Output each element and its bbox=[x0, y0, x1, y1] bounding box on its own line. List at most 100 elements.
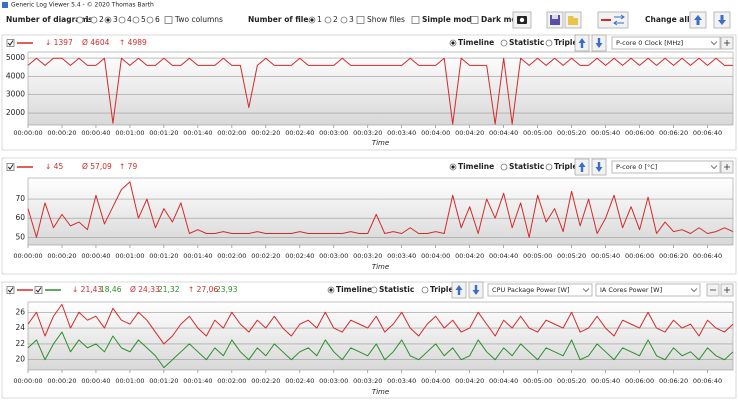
plus-icon bbox=[724, 164, 730, 170]
radio-button[interactable] bbox=[324, 16, 332, 24]
checkbox[interactable] bbox=[470, 16, 479, 24]
radio-button[interactable] bbox=[500, 39, 508, 47]
radio-button[interactable] bbox=[118, 16, 126, 24]
checkbox[interactable] bbox=[411, 16, 420, 24]
view-option: Triple bbox=[554, 162, 578, 171]
x-tick-label: 00:03:00 bbox=[319, 377, 348, 385]
plot-area bbox=[27, 177, 734, 246]
x-tick-label: 00:01:20 bbox=[149, 377, 178, 385]
series-stat: 18,46 bbox=[100, 285, 122, 294]
y-tick-label: 50 bbox=[15, 232, 25, 241]
file-option: 3 bbox=[349, 15, 354, 24]
file-option: 1 bbox=[317, 15, 322, 24]
x-tick-label: 00:01:20 bbox=[149, 252, 178, 260]
y-tick-label: 2000 bbox=[6, 108, 25, 117]
check-mark bbox=[35, 287, 42, 293]
view-option: Timeline bbox=[458, 162, 494, 171]
radio-button[interactable] bbox=[132, 16, 140, 24]
checkbox[interactable] bbox=[6, 286, 15, 294]
x-tick-label: 00:00:00 bbox=[13, 377, 42, 385]
x-tick-label: 00:01:20 bbox=[149, 129, 178, 137]
channel-select[interactable] bbox=[611, 36, 721, 50]
x-tick-label: 00:04:40 bbox=[489, 377, 518, 385]
view-option: Timeline bbox=[336, 285, 372, 294]
color-button[interactable] bbox=[597, 11, 629, 29]
series-line bbox=[27, 181, 734, 238]
x-tick-label: 00:01:00 bbox=[115, 377, 144, 385]
x-tick-label: 00:03:20 bbox=[353, 377, 382, 385]
radio-button[interactable] bbox=[90, 16, 98, 24]
up-arrow bbox=[578, 162, 586, 172]
x-tick-label: 00:00:40 bbox=[81, 377, 110, 385]
save-label bbox=[552, 15, 558, 19]
folder-icon bbox=[568, 16, 578, 25]
x-tick-label: 00:04:20 bbox=[455, 377, 484, 385]
radio-dot bbox=[329, 288, 333, 292]
x-tick-label: 00:01:40 bbox=[183, 377, 212, 385]
app-title: Generic Log Viewer 5.4 - © 2020 Thomas B… bbox=[11, 2, 154, 9]
x-tick-label: 00:04:20 bbox=[455, 252, 484, 260]
channel-name: IA Cores Power [W] bbox=[600, 286, 662, 294]
show-files: Show files bbox=[367, 15, 405, 24]
x-tick-label: 00:04:20 bbox=[455, 129, 484, 137]
x-tick-label: 00:04:40 bbox=[489, 129, 518, 137]
view-option: Triple bbox=[430, 285, 454, 294]
x-tick-label: 00:00:40 bbox=[81, 252, 110, 260]
series-stat: ↑ 4989 bbox=[119, 38, 147, 47]
x-tick-label: 00:02:20 bbox=[251, 129, 280, 137]
radio-button[interactable] bbox=[146, 16, 154, 24]
x-tick-label: 00:06:20 bbox=[659, 377, 688, 385]
checkbox[interactable] bbox=[356, 16, 365, 24]
x-tick-label: 00:05:20 bbox=[557, 377, 586, 385]
x-tick-label: 00:05:00 bbox=[523, 377, 552, 385]
radio-button[interactable] bbox=[340, 16, 348, 24]
series-stat: 21,32 bbox=[158, 285, 180, 294]
files-label: Number of files bbox=[248, 15, 313, 24]
view-option: Timeline bbox=[458, 38, 494, 47]
title-bar bbox=[0, 0, 738, 10]
x-tick-label: 00:06:20 bbox=[659, 129, 688, 137]
y-tick-label: 60 bbox=[15, 213, 25, 222]
channel-select[interactable] bbox=[595, 283, 701, 297]
plus-icon bbox=[724, 40, 730, 46]
file-option: 2 bbox=[333, 15, 338, 24]
radio-button[interactable] bbox=[545, 163, 553, 171]
x-tick-label: 00:00:00 bbox=[13, 252, 42, 260]
checkbox[interactable] bbox=[164, 16, 173, 24]
series-stat: ↓ 45 bbox=[45, 162, 63, 171]
plot-area bbox=[27, 301, 734, 371]
check-mark bbox=[7, 287, 14, 293]
channel-name: P-core 0 Clock [MHz] bbox=[616, 39, 683, 47]
view-option: Triple bbox=[554, 38, 578, 47]
plus-icon bbox=[724, 287, 730, 293]
checkbox[interactable] bbox=[34, 286, 43, 294]
x-tick-label: 00:02:00 bbox=[217, 377, 246, 385]
radio-button[interactable] bbox=[545, 39, 553, 47]
radio-dot bbox=[451, 165, 455, 169]
radio-button[interactable] bbox=[500, 163, 508, 171]
checkbox[interactable] bbox=[6, 39, 15, 47]
x-tick-label: 00:05:20 bbox=[557, 252, 586, 260]
channel-name: CPU Package Power [W] bbox=[492, 286, 570, 294]
x-tick-label: 00:04:40 bbox=[489, 252, 518, 260]
y-tick-label: 3000 bbox=[6, 90, 25, 99]
radio-button[interactable] bbox=[76, 16, 84, 24]
channel-select[interactable] bbox=[487, 283, 593, 297]
down-arrow bbox=[472, 285, 480, 295]
x-tick-label: 00:01:40 bbox=[183, 252, 212, 260]
series-line bbox=[27, 57, 733, 125]
radio-button[interactable] bbox=[421, 286, 429, 294]
diagram-option: 4 bbox=[127, 15, 132, 24]
radio-button[interactable] bbox=[370, 286, 378, 294]
two-columns: Two columns bbox=[174, 15, 223, 24]
channel-select[interactable] bbox=[611, 160, 721, 174]
camera-lens bbox=[519, 17, 525, 23]
app-icon bbox=[2, 2, 8, 8]
x-tick-label: 00:02:20 bbox=[251, 377, 280, 385]
x-tick-label: 00:06:00 bbox=[625, 377, 654, 385]
checkbox[interactable] bbox=[6, 163, 15, 171]
x-axis-label: Time bbox=[372, 388, 389, 396]
series-stat: Ø 57,09 bbox=[82, 162, 112, 171]
diagram-option: 3 bbox=[113, 15, 118, 24]
